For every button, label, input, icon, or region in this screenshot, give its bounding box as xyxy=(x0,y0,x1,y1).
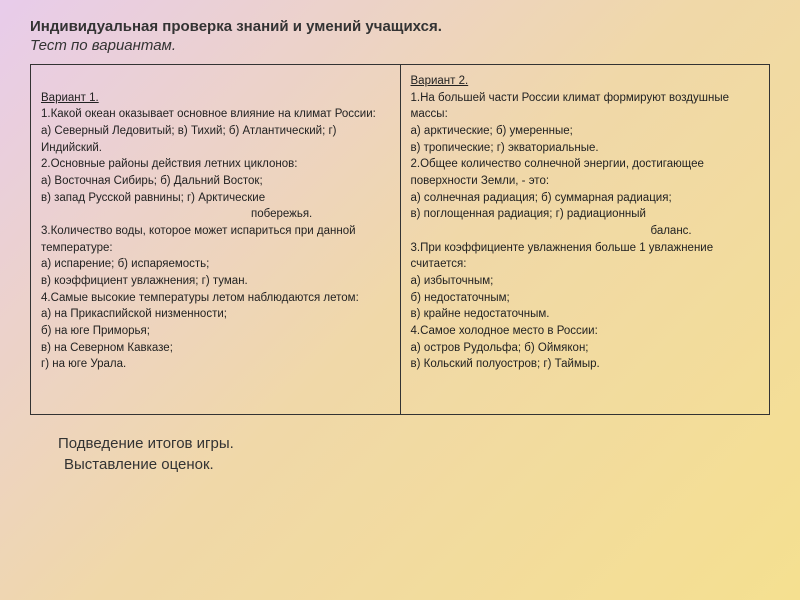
v2-q4: 4.Самое холодное место в России: xyxy=(411,323,760,340)
footer-line-1: Подведение итогов игры. xyxy=(58,433,770,454)
variant-1-column: Вариант 1. 1.Какой океан оказывает основ… xyxy=(31,65,401,414)
v1-q2-a: а) Восточная Сибирь; б) Дальний Восток; xyxy=(41,173,390,190)
v1-q4-a: а) на Прикаспийской низменности; xyxy=(41,306,390,323)
v2-q2: 2.Общее количество солнечной энергии, до… xyxy=(411,156,760,189)
v2-q4-b: в) Кольский полуостров; г) Таймыр. xyxy=(411,356,760,373)
v1-q3-a: а) испарение; б) испаряемость; xyxy=(41,256,390,273)
v2-q3-a: а) избыточным; xyxy=(411,273,760,290)
v1-q1: 1.Какой океан оказывает основное влияние… xyxy=(41,106,390,123)
v1-q2-c: побережья. xyxy=(41,206,390,223)
v1-q4-c: в) на Северном Кавказе; xyxy=(41,340,390,357)
v2-q1: 1.На большей части России климат формиру… xyxy=(411,90,760,123)
v2-q2-b: в) поглощенная радиация; г) радиационный xyxy=(411,206,760,223)
v1-q2: 2.Основные районы действия летних циклон… xyxy=(41,156,390,173)
footer-line-2: Выставление оценок. xyxy=(58,454,770,475)
v1-q3: 3.Количество воды, которое может испарит… xyxy=(41,223,390,256)
v2-q2-a: а) солнечная радиация; б) суммарная ради… xyxy=(411,190,760,207)
variant-2-title: Вариант 2. xyxy=(411,73,760,90)
v1-q1-options: а) Северный Ледовитый; в) Тихий; б) Атла… xyxy=(41,123,390,156)
variants-table: Вариант 1. 1.Какой океан оказывает основ… xyxy=(30,64,770,415)
variant-1-title: Вариант 1. xyxy=(41,90,390,107)
footer-block: Подведение итогов игры. Выставление оцен… xyxy=(30,433,770,475)
v2-q1-b: в) тропические; г) экваториальные. xyxy=(411,140,760,157)
v1-q4: 4.Самые высокие температуры летом наблюд… xyxy=(41,290,390,307)
v2-q3-b: б) недостаточным; xyxy=(411,290,760,307)
v1-q4-b: б) на юге Приморья; xyxy=(41,323,390,340)
v2-q1-a: а) арктические; б) умеренные; xyxy=(411,123,760,140)
v1-q3-b: в) коэффициент увлажнения; г) туман. xyxy=(41,273,390,290)
v1-q2-b: в) запад Русской равнины; г) Арктические xyxy=(41,190,390,207)
page-subtitle: Тест по вариантам. xyxy=(30,37,770,54)
v2-q3: 3.При коэффициенте увлажнения больше 1 у… xyxy=(411,240,760,273)
v2-q4-a: а) остров Рудольфа; б) Оймякон; xyxy=(411,340,760,357)
variant-2-column: Вариант 2. 1.На большей части России кли… xyxy=(401,65,770,414)
page-title: Индивидуальная проверка знаний и умений … xyxy=(30,18,770,35)
v1-q4-d: г) на юге Урала. xyxy=(41,356,390,373)
v2-q2-c: баланс. xyxy=(411,223,760,240)
v2-q3-c: в) крайне недостаточным. xyxy=(411,306,760,323)
